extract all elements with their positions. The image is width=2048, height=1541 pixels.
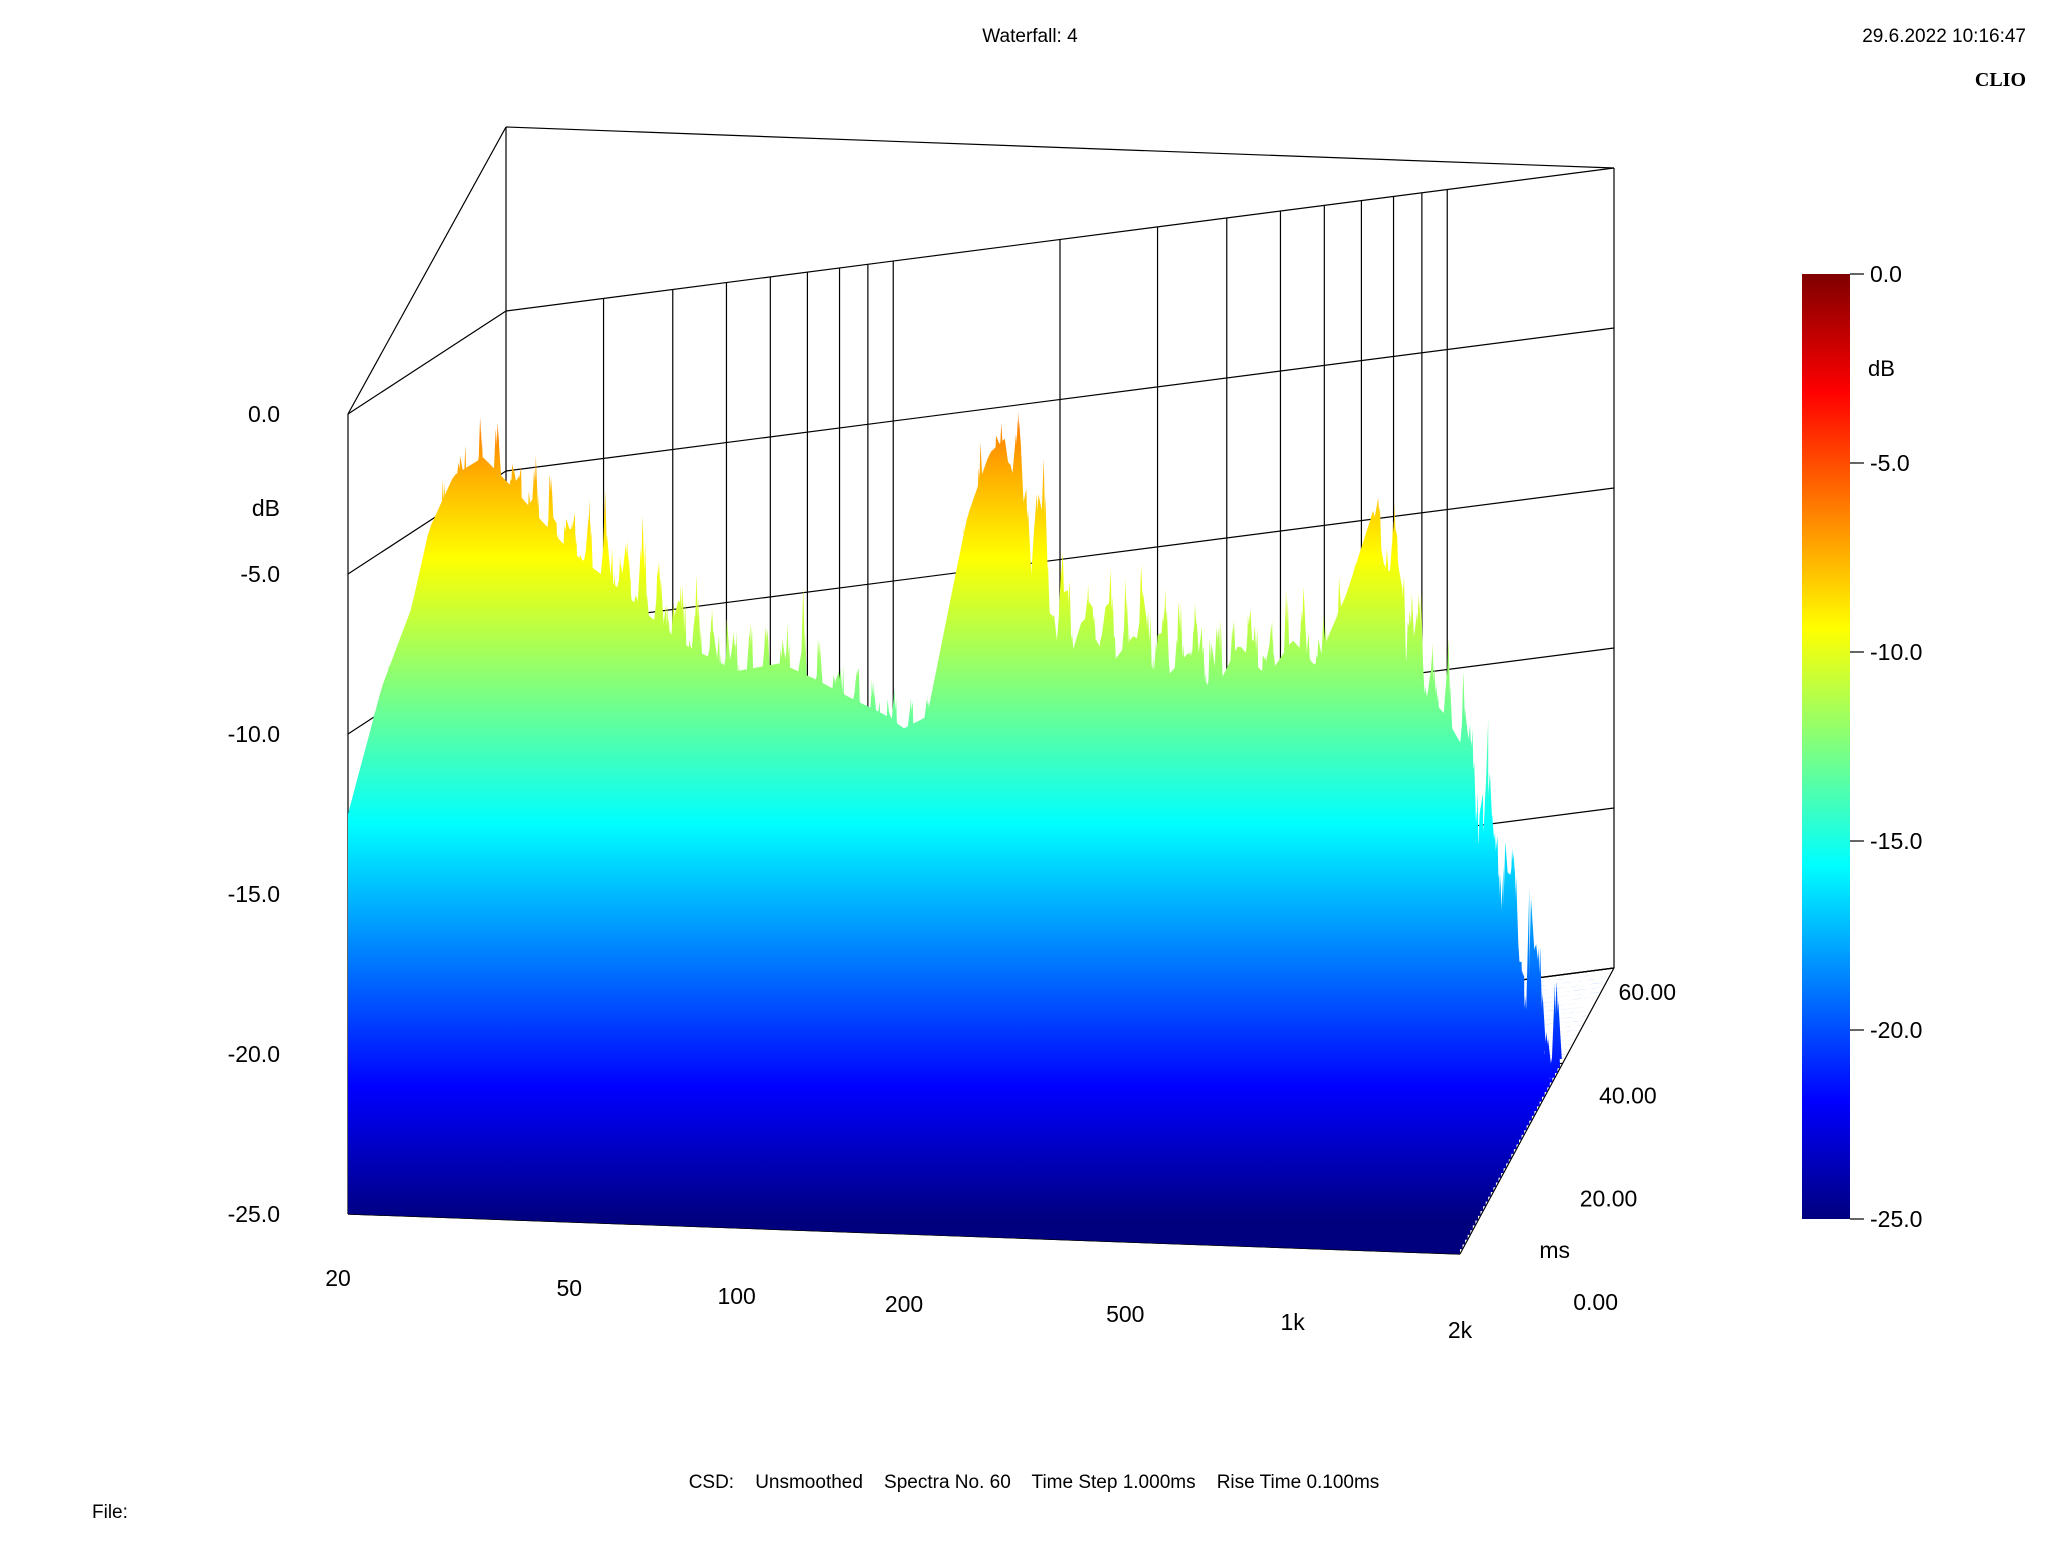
x-tick-label: 50 — [556, 1275, 582, 1301]
colorbar — [1802, 274, 1850, 1219]
y-tick-label: -20.0 — [228, 1041, 280, 1067]
x-tick-label: 2k — [1448, 1317, 1473, 1343]
z-tick-label: 0.00 — [1573, 1289, 1618, 1315]
y-tick-label: -15.0 — [228, 881, 280, 907]
z-tick-label: 40.00 — [1599, 1082, 1657, 1108]
colorbar-tick-label: -15.0 — [1870, 828, 1922, 854]
level-axis: 0.0 -5.0 -10.0 -15.0 -20.0 -25.0 dB — [228, 401, 280, 1227]
z-axis-label: ms — [1539, 1237, 1570, 1263]
x-tick-label: 20 — [325, 1265, 351, 1291]
colorbar-tick-label: 0.0 — [1870, 261, 1902, 287]
timestamp: 29.6.2022 10:16:47 — [1862, 26, 2026, 47]
frequency-axis: 20 50 100 200 500 1k 2k — [325, 1265, 1472, 1343]
file-label: File: — [92, 1502, 128, 1523]
spectrum-slice — [348, 438, 1460, 1254]
y-tick-label: -25.0 — [228, 1201, 280, 1227]
x-tick-label: 100 — [717, 1283, 755, 1309]
waterfall-surface — [348, 411, 1612, 1254]
x-tick-label: 1k — [1280, 1309, 1305, 1335]
z-tick-label: 60.00 — [1618, 979, 1676, 1005]
csd-settings: CSD: Unsmoothed Spectra No. 60 Time Step… — [689, 1472, 1380, 1493]
colorbar-unit-label: dB — [1868, 356, 1895, 381]
grid-edge-top-back — [505, 126, 1615, 169]
z-tick-label: 20.00 — [1580, 1186, 1638, 1212]
colorbar-tick-label: -25.0 — [1870, 1206, 1922, 1232]
x-tick-label: 500 — [1106, 1301, 1144, 1327]
grid-side-db-line — [347, 310, 507, 415]
y-axis-label: dB — [252, 495, 280, 521]
y-tick-label: -5.0 — [240, 561, 280, 587]
grid-edge-top-left — [347, 126, 507, 415]
colorbar-tick-label: -20.0 — [1870, 1017, 1922, 1043]
chart-title: Waterfall: 4 — [982, 26, 1078, 47]
y-tick-label: 0.0 — [248, 401, 280, 427]
brand-logo: CLIO — [1975, 69, 2026, 91]
time-axis: 0.00 20.00 40.00 60.00 ms — [1539, 979, 1676, 1315]
colorbar-tick-label: -5.0 — [1870, 450, 1910, 476]
x-tick-label: 200 — [885, 1291, 923, 1317]
colorbar-scale: 0.0 -5.0 -10.0 -15.0 -20.0 -25.0 — [1850, 261, 1922, 1232]
colorbar-tick-label: -10.0 — [1870, 639, 1922, 665]
y-tick-label: -10.0 — [228, 721, 280, 747]
